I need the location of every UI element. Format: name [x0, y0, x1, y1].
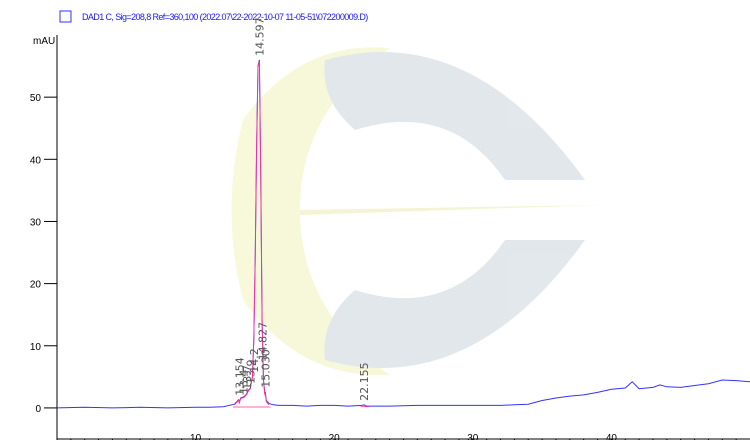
legend-text: DAD1 C, Sig=208,8 Ref=360,100 (2022.07\2… [82, 12, 368, 22]
peak-label: 13.154 [233, 357, 246, 396]
y-tick-label: 50 [30, 93, 42, 104]
x-ticks: 10 20 30 40 [70, 433, 737, 440]
peak-label: 14.827 [257, 322, 270, 361]
y-tick-label: 0 [35, 404, 41, 415]
x-tick-label: 40 [606, 433, 618, 440]
chromatogram-traces [56, 59, 750, 409]
peak-label: 14.597 [253, 17, 266, 56]
legend: DAD1 C, Sig=208,8 Ref=360,100 (2022.07\2… [59, 10, 369, 23]
y-axis-title: mAU [33, 36, 55, 47]
y-axis-label: mAU [33, 36, 55, 47]
peak-label: 13.4 [237, 369, 250, 393]
y-tick-label: 40 [30, 155, 42, 166]
x-tick-label: 20 [329, 433, 341, 440]
peak-label: 13.9 [244, 359, 257, 384]
y-ticks: 0 10 20 30 40 50 [30, 93, 57, 415]
peak-label: 22.155 [358, 362, 371, 401]
y-tick-label: 30 [30, 217, 42, 228]
y-tick-label: 10 [30, 342, 42, 353]
x-tick-label: 10 [190, 433, 202, 440]
integration-trace [234, 61, 270, 406]
legend-marker [59, 10, 72, 23]
peak-label: 14.2 [248, 348, 261, 373]
x-tick-label: 30 [467, 433, 479, 440]
peak-label: 15.030 [259, 349, 272, 388]
peak-label: 13.7 [241, 365, 254, 390]
peak-labels: 14.597 13.15413.413.713.914.214.82715.030… [233, 17, 371, 400]
watermark-logo [231, 47, 600, 376]
y-tick-label: 20 [30, 280, 42, 291]
